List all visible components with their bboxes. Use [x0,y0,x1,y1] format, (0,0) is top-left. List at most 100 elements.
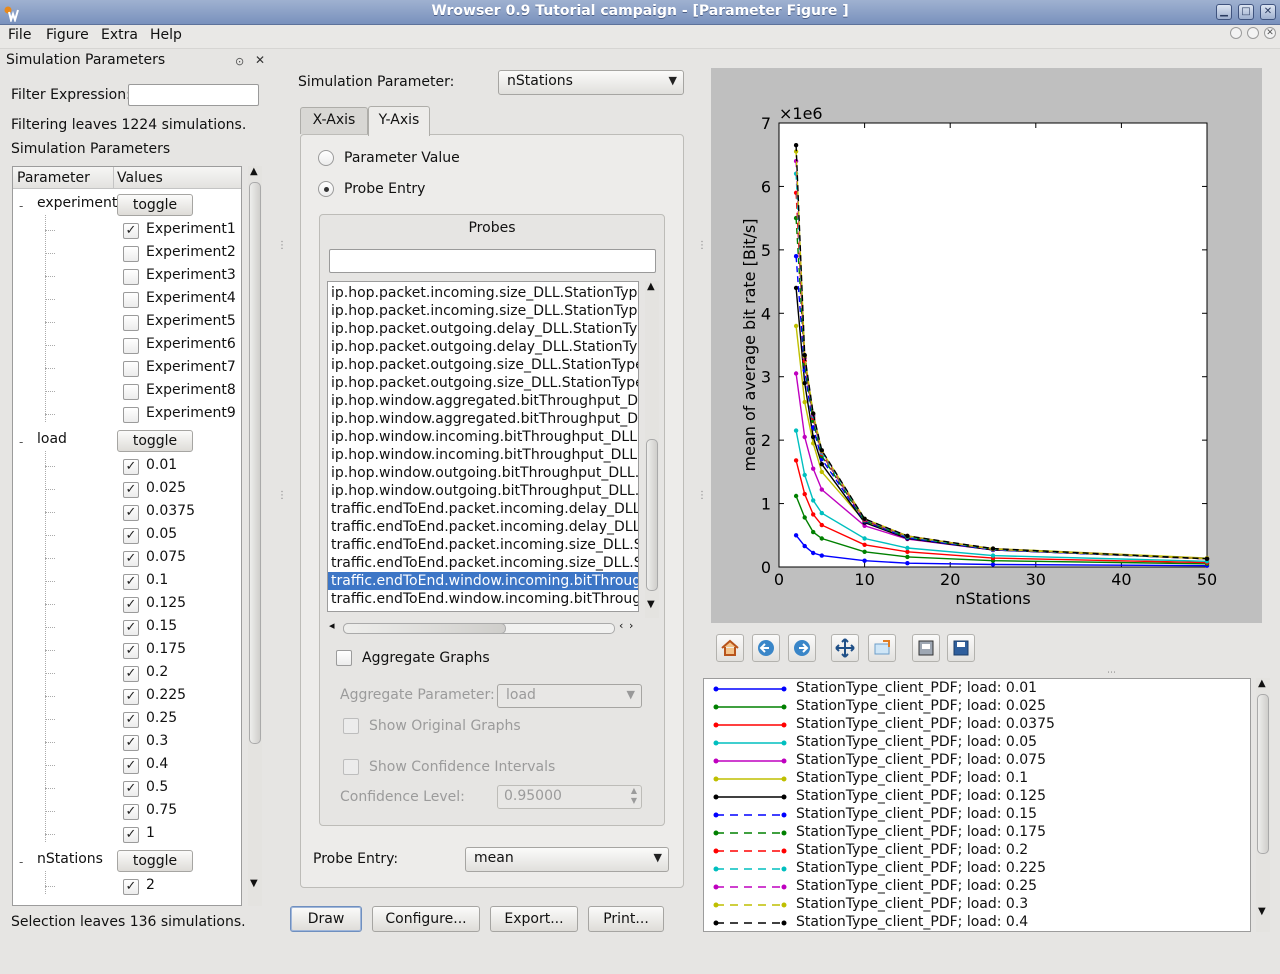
mdi-restore-button[interactable] [1247,27,1259,39]
maximize-window-button[interactable]: □ [1238,4,1254,20]
value-checkbox[interactable]: ✓ [123,551,139,567]
tree-scroll-thumb[interactable] [249,182,261,744]
value-checkbox[interactable]: ✓ [123,712,139,728]
value-checkbox[interactable] [123,269,139,285]
legend-item[interactable]: StationType_client_PDF; load: 0.4 [704,914,1250,931]
probe-item[interactable]: ip.hop.packet.outgoing.size_DLL.StationT… [331,375,638,391]
value-checkbox[interactable]: ✓ [123,879,139,895]
draw-button[interactable]: Draw [290,906,362,932]
probe-item[interactable]: traffic.endToEnd.packet.incoming.size_DL… [331,555,638,571]
close-window-button[interactable]: ✕ [1260,4,1276,20]
dock-close-icon[interactable]: ✕ [255,53,266,67]
value-checkbox[interactable]: ✓ [123,643,139,659]
splitter-handle[interactable]: ⋮ [697,240,707,251]
probe-item[interactable]: ip.hop.packet.incoming.size_DLL.StationT… [331,303,638,319]
value-checkbox[interactable] [123,315,139,331]
legend-item[interactable]: StationType_client_PDF; load: 0.075 [704,752,1250,770]
value-checkbox[interactable]: ✓ [123,827,139,843]
value-checkbox[interactable]: ✓ [123,528,139,544]
collapse-icon[interactable]: - [19,435,24,449]
spin-arrows-icon[interactable]: ▲ ▼ [630,786,637,805]
dock-float-icon[interactable]: ⊙ [235,55,245,68]
value-checkbox[interactable] [123,384,139,400]
print-button[interactable]: Print... [588,906,664,932]
subplots-button[interactable] [912,634,940,662]
collapse-icon[interactable]: - [19,199,24,213]
splitter-handle[interactable]: ⋮ [277,240,287,251]
legend-item[interactable]: StationType_client_PDF; load: 0.175 [704,824,1250,842]
value-checkbox[interactable] [123,292,139,308]
save-figure-button[interactable] [947,634,975,662]
probe-item[interactable]: ip.hop.packet.incoming.size_DLL.StationT… [331,285,638,301]
value-checkbox[interactable]: ✓ [123,758,139,774]
legend-item[interactable]: StationType_client_PDF; load: 0.05 [704,734,1250,752]
value-checkbox[interactable]: ✓ [123,574,139,590]
value-checkbox[interactable]: ✓ [123,223,139,239]
show-original-checkbox[interactable] [343,718,359,734]
legend-scroll-thumb[interactable] [1257,694,1269,854]
probe-item[interactable]: ip.hop.window.aggregated.bitThroughput_D… [331,393,638,409]
probe-item[interactable]: ip.hop.window.incoming.bitThroughput_DLL… [331,447,638,463]
value-checkbox[interactable] [123,407,139,423]
value-checkbox[interactable]: ✓ [123,505,139,521]
scroll-up-icon[interactable]: ▲ [1258,678,1266,689]
collapse-icon[interactable]: - [19,855,24,869]
value-checkbox[interactable]: ✓ [123,597,139,613]
toggle-button[interactable]: toggle [117,850,193,872]
minimize-window-button[interactable]: ▁ [1216,4,1232,20]
value-checkbox[interactable] [123,361,139,377]
legend-item[interactable]: StationType_client_PDF; load: 0.225 [704,860,1250,878]
tab-x-axis[interactable]: X-Axis [300,107,368,134]
probe-list-vscroll[interactable]: ▲ ▼ [645,281,659,618]
value-checkbox[interactable]: ✓ [123,666,139,682]
scroll-left-icon[interactable]: ‹ [619,619,624,632]
value-checkbox[interactable] [123,246,139,262]
probe-item[interactable]: ip.hop.packet.outgoing.delay_DLL.Station… [331,321,638,337]
probe-item[interactable]: ip.hop.window.incoming.bitThroughput_DLL… [331,429,638,445]
probe-entry-radio[interactable] [318,181,334,197]
legend-item[interactable]: StationType_client_PDF; load: 0.0375 [704,716,1250,734]
probe-item[interactable]: traffic.endToEnd.window.incoming.bitThro… [331,591,638,607]
back-button[interactable] [752,634,780,662]
probe-item[interactable]: ip.hop.window.aggregated.bitThroughput_D… [331,411,638,427]
aggregate-param-select[interactable]: load ▼ [497,684,642,708]
value-checkbox[interactable]: ✓ [123,735,139,751]
pan-button[interactable] [831,634,859,662]
toggle-button[interactable]: toggle [117,430,193,452]
menu-figure[interactable]: Figure [46,27,89,43]
legend-scrollbar[interactable]: ▲ ▼ [1256,678,1270,932]
value-checkbox[interactable] [123,338,139,354]
probe-list-hscroll[interactable]: ◂ ‹ › [327,619,639,636]
probe-filter-input[interactable] [329,249,656,273]
value-checkbox[interactable]: ✓ [123,482,139,498]
legend-item[interactable]: StationType_client_PDF; load: 0.15 [704,806,1250,824]
show-confidence-checkbox[interactable] [343,759,359,775]
configure-button[interactable]: Configure... [372,906,480,932]
legend-item[interactable]: StationType_client_PDF; load: 0.025 [704,698,1250,716]
legend-item[interactable]: StationType_client_PDF; load: 0.2 [704,842,1250,860]
legend-item[interactable]: StationType_client_PDF; load: 0.1 [704,770,1250,788]
scroll-up-icon[interactable]: ▲ [250,166,258,177]
col-values-header[interactable]: Values [117,170,163,186]
scroll-down-icon[interactable]: ▼ [250,878,258,889]
splitter-handle[interactable]: ⋮ [697,490,707,501]
scroll-right-icon[interactable]: › [629,619,634,632]
probe-hscroll-thumb[interactable] [343,623,506,634]
legend-item[interactable]: StationType_client_PDF; load: 0.25 [704,878,1250,896]
tab-y-axis[interactable]: Y-Axis [368,106,430,136]
aggregate-graphs-checkbox[interactable] [336,650,352,666]
value-checkbox[interactable]: ✓ [123,781,139,797]
export-button[interactable]: Export... [490,906,578,932]
probe-entry-select[interactable]: mean ▼ [465,847,669,872]
legend-item[interactable]: StationType_client_PDF; load: 0.01 [704,680,1250,698]
probe-item[interactable]: traffic.endToEnd.packet.incoming.delay_D… [331,501,638,517]
chart-canvas[interactable]: 0 10 20 30 40 50 0 1 2 3 4 5 6 7 ×1e6 nStations mean … [711,68,1262,623]
probe-item[interactable]: ip.hop.window.outgoing.bitThroughput_DLL… [331,465,638,481]
tree-scrollbar[interactable]: ▲ ▼ [248,166,262,906]
value-checkbox[interactable]: ✓ [123,689,139,705]
splitter-handle[interactable]: ⋯ [1107,668,1116,678]
probe-item[interactable]: traffic.endToEnd.window.incoming.bitThro… [328,572,638,590]
menu-extra[interactable]: Extra [101,27,138,43]
scroll-left-icon[interactable]: ◂ [329,619,335,632]
scroll-up-icon[interactable]: ▲ [647,281,655,292]
